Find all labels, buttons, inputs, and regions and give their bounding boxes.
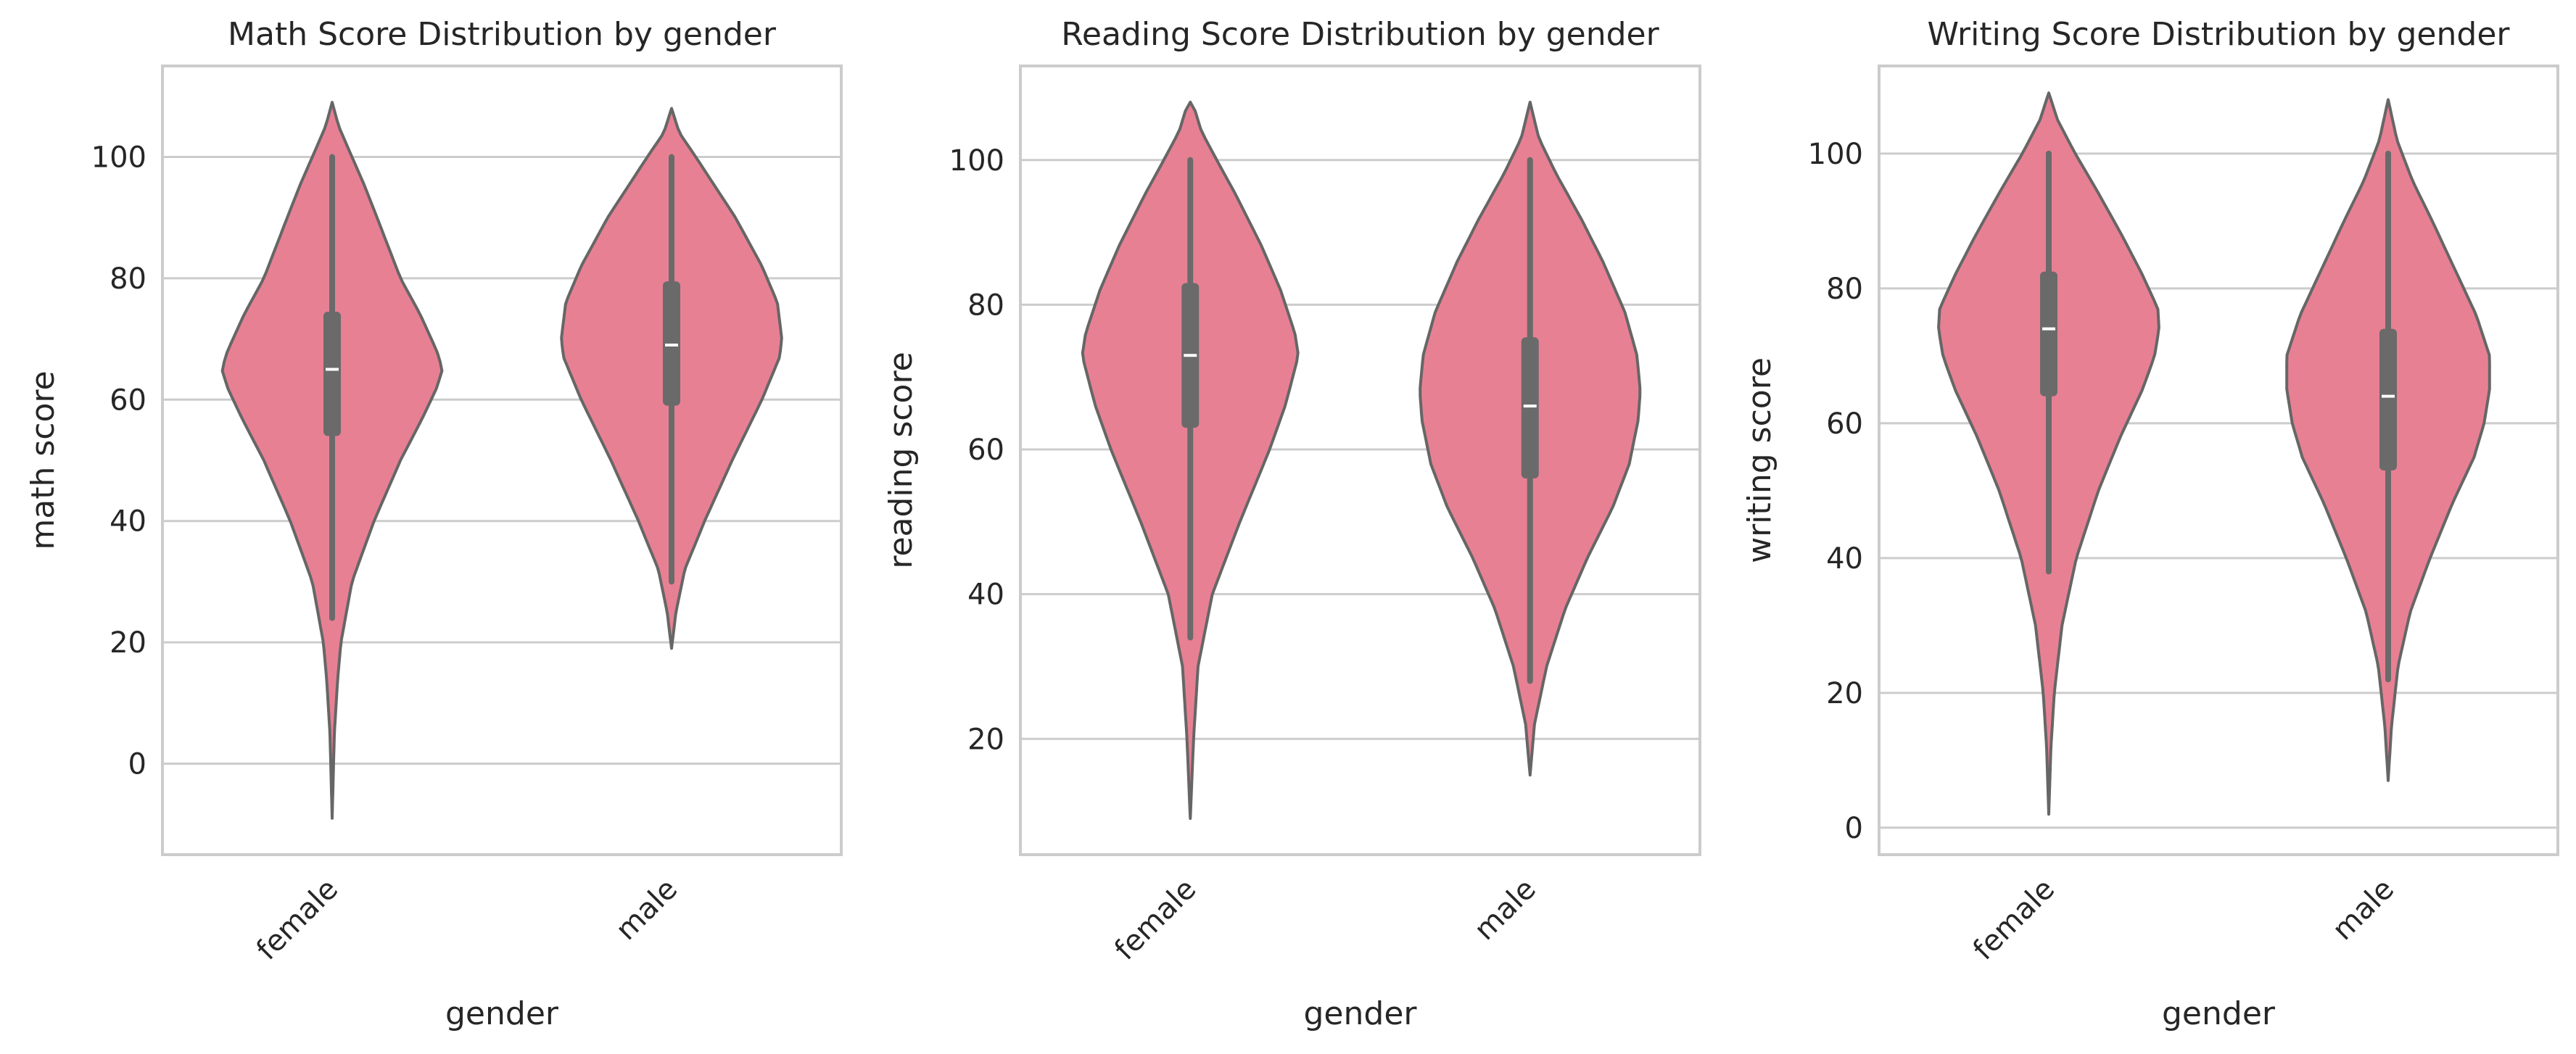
x-tick-label-female: female: [1108, 873, 1202, 967]
y-tick-label: 60: [1826, 407, 1863, 441]
y-tick-label: 60: [967, 433, 1004, 467]
iqr-box-female: [2040, 271, 2057, 397]
iqr-box-male: [663, 281, 680, 406]
y-axis-label: math score: [25, 370, 62, 549]
plot-frame: [161, 65, 843, 856]
y-tick-label: 100: [1808, 138, 1863, 171]
y-tick-label: 40: [110, 505, 146, 539]
iqr-box-male: [1521, 337, 1539, 478]
x-tick-label-female: female: [250, 873, 344, 967]
y-tick-label: 20: [1826, 677, 1863, 710]
x-axis-label: gender: [2162, 995, 2276, 1032]
y-tick-label: 100: [949, 144, 1004, 178]
y-tick-label: 0: [1845, 812, 1863, 845]
iqr-box-female: [323, 311, 341, 436]
y-axis-label: writing score: [1741, 357, 1778, 563]
chart-title: Math Score Distribution by gender: [228, 16, 777, 53]
y-tick-label: 40: [1826, 542, 1863, 576]
y-tick-label: 80: [110, 262, 146, 296]
x-tick-label-male: male: [609, 873, 684, 947]
panel-reading: 20 40 60 80 100 female male Reading Score Distr…: [883, 16, 1701, 1032]
panel-math: 0 20 40 60 80 100 female male Math Score Distrib…: [25, 16, 843, 1032]
x-tick-label-female: female: [1967, 873, 2061, 967]
x-tick-label-male: male: [1468, 873, 1543, 947]
y-tick-label: 0: [128, 747, 146, 781]
y-tick-label: 100: [91, 141, 146, 175]
y-tick-label: 40: [967, 578, 1004, 612]
y-axis-label: reading score: [883, 352, 920, 568]
y-tick-label: 80: [967, 289, 1004, 322]
plot-frame: [1019, 65, 1701, 856]
panel-writing: 0 20 40 60 80 100 female male Writing Score Dist…: [1741, 16, 2559, 1032]
x-tick-label-male: male: [2326, 873, 2400, 947]
x-axis-label: gender: [445, 995, 559, 1032]
y-tick-label: 80: [1826, 273, 1863, 306]
iqr-box-male: [2379, 328, 2397, 470]
x-axis-label: gender: [1304, 995, 1418, 1032]
chart-title: Reading Score Distribution by gender: [1061, 16, 1659, 53]
plot-frame: [1878, 65, 2559, 856]
y-tick-label: 60: [110, 383, 146, 417]
y-tick-label: 20: [110, 626, 146, 660]
y-tick-label: 20: [967, 723, 1004, 756]
chart-title: Writing Score Distribution by gender: [1928, 16, 2511, 53]
